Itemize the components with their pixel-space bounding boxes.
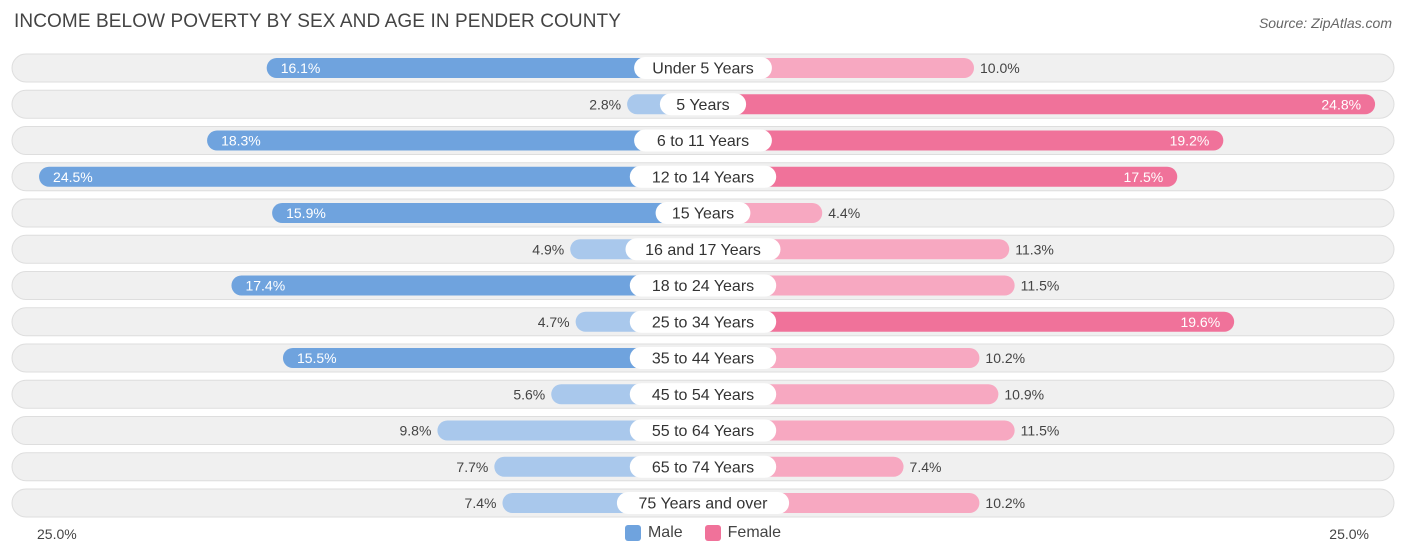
- female-value-label: 11.5%: [1021, 423, 1060, 439]
- male-value-label: 18.3%: [221, 133, 261, 149]
- axis-label-right: 25.0%: [1329, 526, 1369, 542]
- male-value-label: 7.4%: [465, 495, 497, 511]
- female-bar: [703, 130, 1224, 151]
- male-value-label: 16.1%: [281, 60, 321, 76]
- category-pill: [629, 419, 777, 442]
- female-bar: [703, 311, 1235, 332]
- male-bar: [39, 166, 704, 187]
- male-value-label: 9.8%: [399, 423, 431, 439]
- male-value-label: 5.6%: [513, 386, 545, 402]
- axis-label-left: 25.0%: [37, 526, 77, 542]
- male-bar: [266, 58, 703, 78]
- category-label: 5 Years: [676, 97, 729, 114]
- female-value-label: 10.9%: [1004, 386, 1044, 402]
- female-bar: [703, 166, 1178, 187]
- female-bar: [703, 384, 999, 405]
- female-value-label: 7.4%: [910, 459, 942, 475]
- category-pill: [629, 310, 777, 333]
- male-value-label: 15.5%: [297, 350, 337, 366]
- male-value-label: 4.9%: [532, 241, 564, 257]
- female-value-label: 11.5%: [1021, 278, 1060, 294]
- female-bar: [703, 275, 1015, 296]
- category-label: 12 to 14 Years: [652, 169, 754, 186]
- category-label: 6 to 11 Years: [657, 133, 749, 150]
- category-label: 45 to 54 Years: [652, 387, 754, 404]
- legend-swatch-female: [704, 525, 721, 541]
- male-value-label: 4.7%: [538, 314, 570, 330]
- female-value-label: 19.6%: [1180, 314, 1220, 330]
- female-value-label: 10.0%: [980, 60, 1020, 76]
- female-value-label: 11.3%: [1015, 241, 1054, 257]
- category-pill: [629, 347, 777, 369]
- female-value-label: 17.5%: [1124, 169, 1164, 185]
- category-pill: [634, 129, 772, 152]
- male-bar: [282, 348, 703, 368]
- male-value-label: 24.5%: [53, 169, 93, 185]
- male-bar: [207, 130, 703, 151]
- male-bar: [231, 275, 703, 296]
- female-value-label: 10.2%: [985, 350, 1025, 366]
- female-bar: [703, 94, 1376, 115]
- male-bar: [272, 203, 703, 223]
- male-value-label: 2.8%: [589, 96, 621, 112]
- category-label: 16 and 17 Years: [645, 242, 761, 259]
- category-label: 55 to 64 Years: [652, 423, 754, 440]
- category-pill: [634, 57, 772, 79]
- category-pill: [616, 492, 790, 514]
- category-label: 25 to 34 Years: [652, 314, 754, 331]
- female-bar: [703, 420, 1015, 441]
- category-pill: [629, 455, 777, 478]
- category-pill: [629, 383, 777, 406]
- female-value-label: 19.2%: [1170, 133, 1210, 149]
- female-value-label: 10.2%: [985, 495, 1025, 511]
- category-label: 75 Years and over: [639, 496, 769, 513]
- male-value-label: 17.4%: [245, 278, 285, 294]
- category-label: 65 to 74 Years: [652, 459, 754, 476]
- category-label: 15 Years: [672, 206, 734, 223]
- category-pill: [629, 274, 777, 297]
- category-label: 35 to 44 Years: [652, 351, 754, 368]
- poverty-chart: 16.1% 10.0% Under 5 Years 2.8% 24.8% 5 Years 1…: [11, 53, 1395, 518]
- category-pill: [655, 202, 751, 224]
- legend-swatch-male: [624, 525, 641, 541]
- female-value-label: 4.4%: [828, 205, 860, 221]
- male-value-label: 15.9%: [286, 205, 326, 221]
- female-bar: [703, 58, 974, 78]
- legend: Male Female: [0, 524, 1406, 542]
- category-pill: [625, 238, 781, 261]
- male-value-label: 7.7%: [456, 459, 488, 475]
- category-pill: [659, 93, 747, 116]
- category-pill: [629, 165, 777, 188]
- legend-item-male[interactable]: Male: [624, 524, 683, 542]
- chart-title: INCOME BELOW POVERTY BY SEX AND AGE IN P…: [14, 11, 622, 32]
- category-label: Under 5 Years: [652, 61, 753, 78]
- female-bar: [703, 239, 1010, 260]
- legend-label-female: Female: [727, 524, 782, 541]
- legend-label-male: Male: [647, 524, 683, 541]
- legend-item-female[interactable]: Female: [704, 524, 782, 542]
- female-value-label: 24.8%: [1321, 96, 1361, 112]
- source-label: Source: ZipAtlas.com: [1258, 15, 1392, 31]
- category-label: 18 to 24 Years: [652, 278, 754, 295]
